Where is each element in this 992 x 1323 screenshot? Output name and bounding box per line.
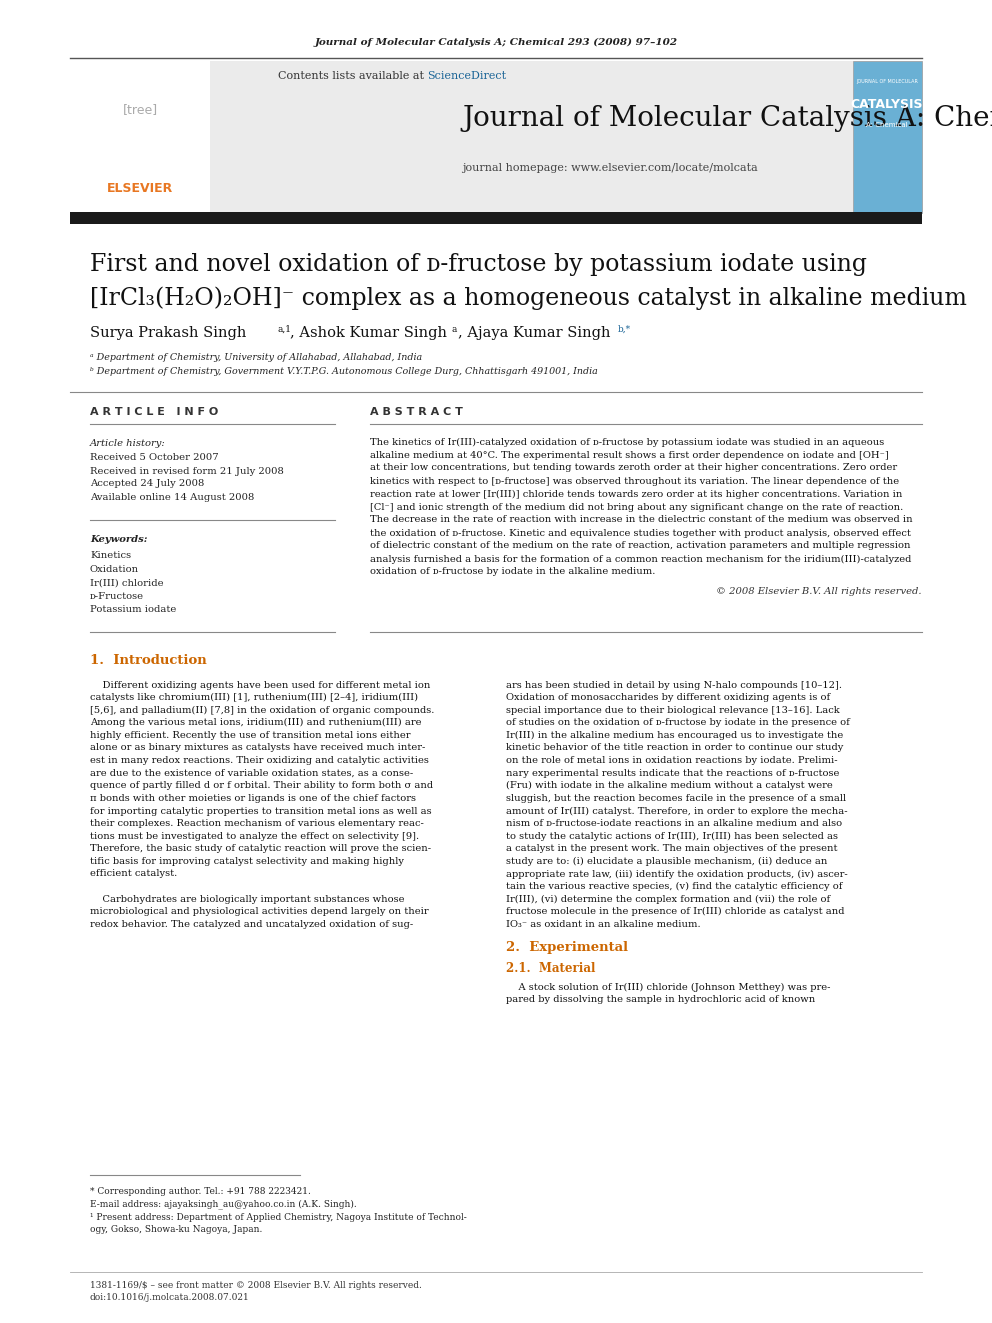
Text: A: Chemical: A: Chemical	[866, 122, 908, 128]
Text: CATALYSIS: CATALYSIS	[851, 98, 924, 111]
Text: for importing catalytic properties to transition metal ions as well as: for importing catalytic properties to tr…	[90, 807, 432, 815]
Text: alone or as binary mixtures as catalysts have received much inter-: alone or as binary mixtures as catalysts…	[90, 744, 426, 753]
Text: Carbohydrates are biologically important substances whose: Carbohydrates are biologically important…	[90, 894, 405, 904]
Text: Ir(III), (vi) determine the complex formation and (vii) the role of: Ir(III), (vi) determine the complex form…	[506, 894, 830, 904]
Text: Ir(III) chloride: Ir(III) chloride	[90, 578, 164, 587]
Text: E-mail address: ajayaksingh_au@yahoo.co.in (A.K. Singh).: E-mail address: ajayaksingh_au@yahoo.co.…	[90, 1199, 357, 1209]
Text: Surya Prakash Singh: Surya Prakash Singh	[90, 325, 246, 340]
Text: pared by dissolving the sample in hydrochloric acid of known: pared by dissolving the sample in hydroc…	[506, 995, 815, 1004]
FancyBboxPatch shape	[70, 212, 922, 224]
Text: a catalyst in the present work. The main objectives of the present: a catalyst in the present work. The main…	[506, 844, 837, 853]
Text: a: a	[452, 324, 457, 333]
Text: Different oxidizing agents have been used for different metal ion: Different oxidizing agents have been use…	[90, 680, 431, 689]
Text: ogy, Gokso, Showa-ku Nagoya, Japan.: ogy, Gokso, Showa-ku Nagoya, Japan.	[90, 1225, 262, 1233]
Text: amount of Ir(III) catalyst. Therefore, in order to explore the mecha-: amount of Ir(III) catalyst. Therefore, i…	[506, 807, 847, 815]
Text: ᵇ Department of Chemistry, Government V.Y.T.P.G. Autonomous College Durg, Chhatt: ᵇ Department of Chemistry, Government V.…	[90, 368, 598, 377]
Text: Article history:: Article history:	[90, 438, 166, 447]
Text: tific basis for improving catalyst selectivity and making highly: tific basis for improving catalyst selec…	[90, 857, 404, 865]
Text: doi:10.1016/j.molcata.2008.07.021: doi:10.1016/j.molcata.2008.07.021	[90, 1294, 250, 1303]
Text: analysis furnished a basis for the formation of a common reaction mechanism for : analysis furnished a basis for the forma…	[370, 554, 912, 564]
Text: fructose molecule in the presence of Ir(III) chloride as catalyst and: fructose molecule in the presence of Ir(…	[506, 908, 844, 917]
Text: * Corresponding author. Tel.: +91 788 2223421.: * Corresponding author. Tel.: +91 788 22…	[90, 1187, 310, 1196]
Text: quence of partly filled d or f orbital. Their ability to form both σ and: quence of partly filled d or f orbital. …	[90, 782, 434, 790]
Text: © 2008 Elsevier B.V. All rights reserved.: © 2008 Elsevier B.V. All rights reserved…	[716, 587, 922, 597]
Text: 1381-1169/$ – see front matter © 2008 Elsevier B.V. All rights reserved.: 1381-1169/$ – see front matter © 2008 El…	[90, 1281, 422, 1290]
Text: Contents lists available at: Contents lists available at	[278, 71, 427, 81]
Text: 1.  Introduction: 1. Introduction	[90, 654, 206, 667]
Text: Keywords:: Keywords:	[90, 536, 148, 545]
Text: , Ajaya Kumar Singh: , Ajaya Kumar Singh	[458, 325, 610, 340]
Text: tain the various reactive species, (v) find the catalytic efficiency of: tain the various reactive species, (v) f…	[506, 882, 842, 892]
Text: Ir(III) in the alkaline medium has encouraged us to investigate the: Ir(III) in the alkaline medium has encou…	[506, 730, 843, 740]
Text: Accepted 24 July 2008: Accepted 24 July 2008	[90, 479, 204, 488]
Text: nism of ᴅ-fructose-iodate reactions in an alkaline medium and also: nism of ᴅ-fructose-iodate reactions in a…	[506, 819, 842, 828]
Text: A R T I C L E   I N F O: A R T I C L E I N F O	[90, 407, 218, 417]
Text: microbiological and physiological activities depend largely on their: microbiological and physiological activi…	[90, 908, 429, 917]
Text: ᵃ Department of Chemistry, University of Allahabad, Allahabad, India: ᵃ Department of Chemistry, University of…	[90, 353, 423, 363]
Text: are due to the existence of variable oxidation states, as a conse-: are due to the existence of variable oxi…	[90, 769, 414, 778]
Text: [tree]: [tree]	[122, 103, 158, 116]
Text: Oxidation: Oxidation	[90, 565, 139, 574]
Text: kinetics with respect to [ᴅ-fructose] was observed throughout its variation. The: kinetics with respect to [ᴅ-fructose] wa…	[370, 476, 899, 486]
Text: The decrease in the rate of reaction with increase in the dielectric constant of: The decrease in the rate of reaction wit…	[370, 516, 913, 524]
Text: study are to: (i) elucidate a plausible mechanism, (ii) deduce an: study are to: (i) elucidate a plausible …	[506, 857, 827, 867]
Text: The kinetics of Ir(III)-catalyzed oxidation of ᴅ-fructose by potassium iodate wa: The kinetics of Ir(III)-catalyzed oxidat…	[370, 438, 884, 447]
Text: reaction rate at lower [Ir(III)] chloride tends towards zero order at its higher: reaction rate at lower [Ir(III)] chlorid…	[370, 490, 903, 499]
Text: on the role of metal ions in oxidation reactions by iodate. Prelimi-: on the role of metal ions in oxidation r…	[506, 757, 837, 765]
Text: Received in revised form 21 July 2008: Received in revised form 21 July 2008	[90, 467, 284, 475]
Text: est in many redox reactions. Their oxidizing and catalytic activities: est in many redox reactions. Their oxidi…	[90, 757, 429, 765]
Text: special importance due to their biological relevance [13–16]. Lack: special importance due to their biologic…	[506, 705, 840, 714]
Text: 2.1.  Material: 2.1. Material	[506, 962, 595, 975]
Text: (Fru) with iodate in the alkaline medium without a catalyst were: (Fru) with iodate in the alkaline medium…	[506, 782, 832, 790]
Text: of dielectric constant of the medium on the rate of reaction, activation paramet: of dielectric constant of the medium on …	[370, 541, 911, 550]
Text: Potassium iodate: Potassium iodate	[90, 606, 177, 614]
Text: Among the various metal ions, iridium(III) and ruthenium(III) are: Among the various metal ions, iridium(II…	[90, 718, 422, 728]
Text: , Ashok Kumar Singh: , Ashok Kumar Singh	[290, 325, 447, 340]
Text: Kinetics: Kinetics	[90, 552, 131, 561]
Text: appropriate rate law, (iii) identify the oxidation products, (iv) ascer-: appropriate rate law, (iii) identify the…	[506, 869, 848, 878]
Text: ScienceDirect: ScienceDirect	[427, 71, 506, 81]
Text: [Cl⁻] and ionic strength of the medium did not bring about any significant chang: [Cl⁻] and ionic strength of the medium d…	[370, 503, 904, 512]
Text: the oxidation of ᴅ-fructose. Kinetic and equivalence studies together with produ: the oxidation of ᴅ-fructose. Kinetic and…	[370, 528, 911, 537]
Text: [5,6], and palladium(II) [7,8] in the oxidation of organic compounds.: [5,6], and palladium(II) [7,8] in the ox…	[90, 705, 434, 714]
Text: journal homepage: www.elsevier.com/locate/molcata: journal homepage: www.elsevier.com/locat…	[462, 163, 758, 173]
Text: at their low concentrations, but tending towards zeroth order at their higher co: at their low concentrations, but tending…	[370, 463, 897, 472]
Text: sluggish, but the reaction becomes facile in the presence of a small: sluggish, but the reaction becomes facil…	[506, 794, 846, 803]
Text: of studies on the oxidation of ᴅ-fructose by iodate in the presence of: of studies on the oxidation of ᴅ-fructos…	[506, 718, 850, 728]
Text: b,*: b,*	[618, 324, 631, 333]
Text: π bonds with other moieties or ligands is one of the chief factors: π bonds with other moieties or ligands i…	[90, 794, 416, 803]
Text: to study the catalytic actions of Ir(III), Ir(III) has been selected as: to study the catalytic actions of Ir(III…	[506, 832, 838, 840]
Text: [IrCl₃(H₂O)₂OH]⁻ complex as a homogeneous catalyst in alkaline medium: [IrCl₃(H₂O)₂OH]⁻ complex as a homogeneou…	[90, 286, 967, 310]
Text: Therefore, the basic study of catalytic reaction will prove the scien-: Therefore, the basic study of catalytic …	[90, 844, 432, 853]
Text: JOURNAL OF MOLECULAR: JOURNAL OF MOLECULAR	[856, 79, 918, 85]
Text: Journal of Molecular Catalysis A: Chemical: Journal of Molecular Catalysis A: Chemic…	[462, 105, 992, 131]
Text: ELSEVIER: ELSEVIER	[107, 181, 174, 194]
Text: catalysts like chromium(III) [1], ruthenium(III) [2–4], iridium(III): catalysts like chromium(III) [1], ruthen…	[90, 693, 418, 703]
Text: First and novel oxidation of ᴅ-fructose by potassium iodate using: First and novel oxidation of ᴅ-fructose …	[90, 254, 867, 277]
Text: Received 5 October 2007: Received 5 October 2007	[90, 454, 218, 463]
FancyBboxPatch shape	[853, 61, 922, 213]
Text: oxidation of ᴅ-fructose by iodate in the alkaline medium.: oxidation of ᴅ-fructose by iodate in the…	[370, 568, 656, 577]
FancyBboxPatch shape	[70, 61, 853, 213]
Text: Journal of Molecular Catalysis A; Chemical 293 (2008) 97–102: Journal of Molecular Catalysis A; Chemic…	[314, 37, 678, 46]
Text: alkaline medium at 40°C. The experimental result shows a first order dependence : alkaline medium at 40°C. The experimenta…	[370, 451, 889, 459]
Text: Oxidation of monosaccharides by different oxidizing agents is of: Oxidation of monosaccharides by differen…	[506, 693, 830, 703]
FancyBboxPatch shape	[70, 61, 210, 213]
Text: ars has been studied in detail by using N-halo compounds [10–12].: ars has been studied in detail by using …	[506, 680, 842, 689]
Text: redox behavior. The catalyzed and uncatalyzed oxidation of sug-: redox behavior. The catalyzed and uncata…	[90, 919, 414, 929]
Text: ¹ Present address: Department of Applied Chemistry, Nagoya Institute of Technol-: ¹ Present address: Department of Applied…	[90, 1212, 467, 1221]
Text: ᴅ-Fructose: ᴅ-Fructose	[90, 591, 144, 601]
Text: Available online 14 August 2008: Available online 14 August 2008	[90, 492, 254, 501]
Text: highly efficient. Recently the use of transition metal ions either: highly efficient. Recently the use of tr…	[90, 730, 411, 740]
Text: their complexes. Reaction mechanism of various elementary reac-: their complexes. Reaction mechanism of v…	[90, 819, 424, 828]
Text: IO₃⁻ as oxidant in an alkaline medium.: IO₃⁻ as oxidant in an alkaline medium.	[506, 919, 700, 929]
Text: efficient catalyst.: efficient catalyst.	[90, 869, 178, 878]
Text: A B S T R A C T: A B S T R A C T	[370, 407, 463, 417]
Text: A stock solution of Ir(III) chloride (Johnson Metthey) was pre-: A stock solution of Ir(III) chloride (Jo…	[506, 983, 830, 991]
Text: kinetic behavior of the title reaction in order to continue our study: kinetic behavior of the title reaction i…	[506, 744, 843, 753]
Text: a,1: a,1	[277, 324, 291, 333]
Text: nary experimental results indicate that the reactions of ᴅ-fructose: nary experimental results indicate that …	[506, 769, 839, 778]
Text: tions must be investigated to analyze the effect on selectivity [9].: tions must be investigated to analyze th…	[90, 832, 420, 840]
Text: 2.  Experimental: 2. Experimental	[506, 942, 628, 954]
